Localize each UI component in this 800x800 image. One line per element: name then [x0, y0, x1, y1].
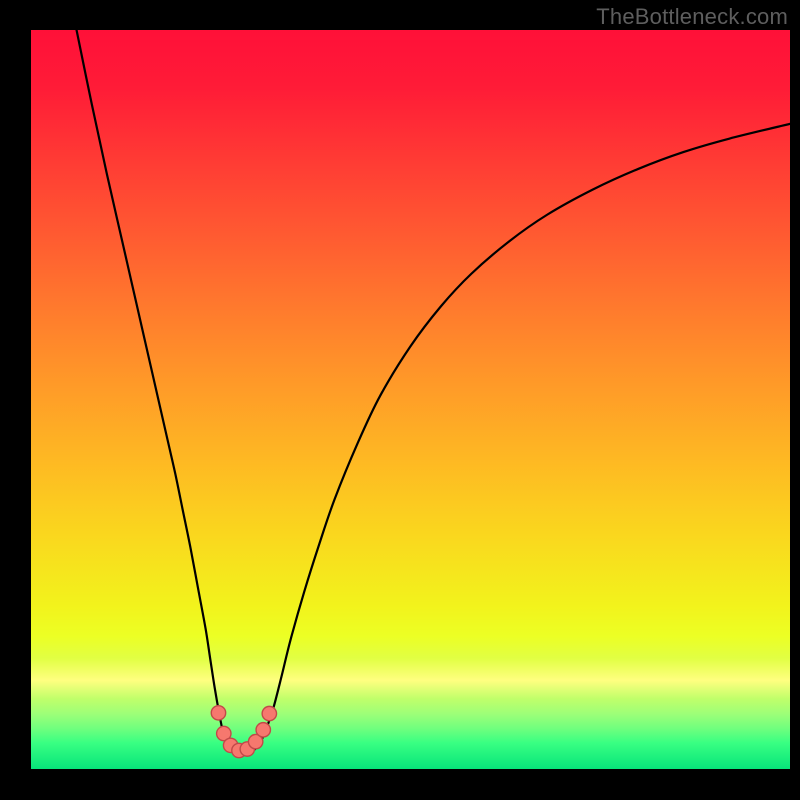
optimal-dot — [256, 723, 270, 737]
bottleneck-curve — [77, 30, 790, 755]
chart-plot-area — [31, 30, 790, 769]
optimal-dot — [262, 706, 276, 720]
chart-svg-layer — [31, 30, 790, 769]
optimal-range-dots — [211, 706, 276, 758]
watermark-label: TheBottleneck.com — [596, 4, 788, 30]
optimal-dot — [211, 706, 225, 720]
